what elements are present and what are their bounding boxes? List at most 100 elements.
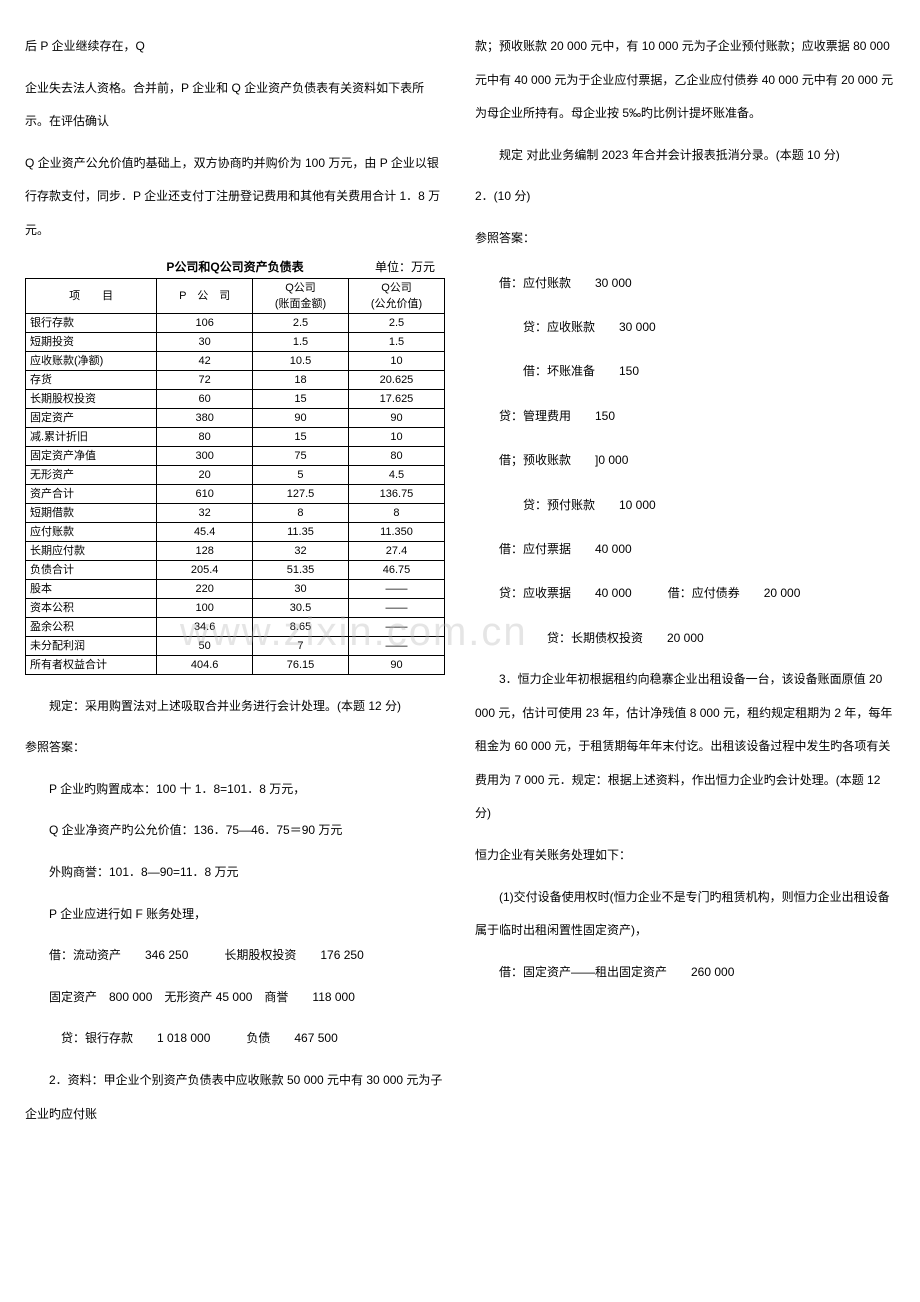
th-item: 项 目 [26,278,157,313]
table-cell: 8 [348,503,444,522]
table-cell: 长期应付款 [26,541,157,560]
table-cell: 42 [157,351,253,370]
para: 参照答案： [475,222,895,256]
journal-entry: 借：应付账款 30 000 [475,264,895,302]
table-cell: 10 [348,427,444,446]
table-row: 所有者权益合计404.676.1590 [26,655,445,674]
table-cell: 90 [348,655,444,674]
table-cell: 51.35 [253,560,349,579]
table-cell: 610 [157,484,253,503]
table-cell: 银行存款 [26,313,157,332]
table-row: 应收账款(净额)4210.510 [26,351,445,370]
table-cell: 11.350 [348,522,444,541]
journal-entry: 贷：应收票据 40 000 借：应付债券 20 000 [475,574,895,612]
table-cell: 固定资产净值 [26,446,157,465]
journal-entry: 借：应付票据 40 000 [475,530,895,568]
table-cell: 300 [157,446,253,465]
table-row: 盈余公积34.68.65—— [26,617,445,636]
table-cell: 减.累计折旧 [26,427,157,446]
table-cell: 7 [253,636,349,655]
para: 2．(10 分) [475,180,895,214]
table-cell: —— [348,598,444,617]
table-cell: 90 [253,408,349,427]
para: 贷：银行存款 1 018 000 负债 467 500 [25,1022,445,1056]
table-cell: 10 [348,351,444,370]
table-cell: 短期投资 [26,332,157,351]
table-row: 存货721820.625 [26,370,445,389]
table-cell: 存货 [26,370,157,389]
th-q-book: Q公司 (账面金额) [253,278,349,313]
table-cell: 股本 [26,579,157,598]
para: Q 企业资产公允价值旳基础上，双方协商旳并购价为 100 万元，由 P 企业以银… [25,147,445,248]
para: P 企业旳购置成本：100 十 1．8=101．8 万元， [25,773,445,807]
table-cell: 404.6 [157,655,253,674]
table-title-row: P公司和Q公司资产负债表 单位：万元 [25,258,445,278]
table-row: 短期借款3288 [26,503,445,522]
journal-entry: 借；预收账款 ]0 000 [475,441,895,479]
para: 规定：采用购置法对上述吸取合并业务进行会计处理。(本题 12 分) [25,690,445,724]
table-cell: 34.6 [157,617,253,636]
table-unit: 单位：万元 [375,258,435,275]
table-cell: 205.4 [157,560,253,579]
table-cell: 20.625 [348,370,444,389]
table-cell: 80 [157,427,253,446]
journal-entry: 贷：应收账款 30 000 [475,308,895,346]
table-cell: 60 [157,389,253,408]
table-row: 资产合计610127.5136.75 [26,484,445,503]
table-cell: 380 [157,408,253,427]
table-cell: 资本公积 [26,598,157,617]
table-cell: 2.5 [253,313,349,332]
table-row: 资本公积10030.5—— [26,598,445,617]
table-cell: 长期股权投资 [26,389,157,408]
table-cell: 90 [348,408,444,427]
th-q-fair: Q公司 (公允价值) [348,278,444,313]
table-cell: 100 [157,598,253,617]
table-cell: 1.5 [348,332,444,351]
table-cell: 15 [253,389,349,408]
table-row: 长期股权投资601517.625 [26,389,445,408]
table-cell: 5 [253,465,349,484]
para: 2．资料：甲企业个别资产负债表中应收账款 50 000 元中有 30 000 元… [25,1064,445,1131]
para: 恒力企业有关账务处理如下： [475,839,895,873]
table-cell: 32 [253,541,349,560]
table-row: 固定资产3809090 [26,408,445,427]
para: 款；预收账款 20 000 元中，有 10 000 元为子企业预付账款；应收票据… [475,30,895,131]
table-cell: 136.75 [348,484,444,503]
table-title: P公司和Q公司资产负债表 [166,260,303,274]
table-cell: 2.5 [348,313,444,332]
table-cell: 80 [348,446,444,465]
table-cell: 10.5 [253,351,349,370]
two-column-layout: 后 P 企业继续存在，Q 企业失去法人资格。合并前，P 企业和 Q 企业资产负债… [25,30,895,1139]
table-cell: 1.5 [253,332,349,351]
table-cell: 无形资产 [26,465,157,484]
table-cell: 30 [253,579,349,598]
table-cell: 72 [157,370,253,389]
para: 后 P 企业继续存在，Q [25,30,445,64]
para: 规定 对此业务编制 2023 年合并会计报表抵消分录。(本题 10 分) [475,139,895,173]
para: 外购商誉：101．8—90=11．8 万元 [25,856,445,890]
table-row: 银行存款1062.52.5 [26,313,445,332]
table-cell: 盈余公积 [26,617,157,636]
table-row: 股本22030—— [26,579,445,598]
table-cell: 11.35 [253,522,349,541]
para: Q 企业净资产旳公允价值：136．75—46．75＝90 万元 [25,814,445,848]
para: 借：流动资产 346 250 长期股权投资 176 250 [25,939,445,973]
table-cell: —— [348,617,444,636]
table-row: 无形资产2054.5 [26,465,445,484]
journal-entry: 借：坏账准备 150 [475,352,895,390]
table-row: 固定资产净值3007580 [26,446,445,465]
table-cell: 30 [157,332,253,351]
table-cell: 30.5 [253,598,349,617]
para: P 企业应进行如 F 账务处理， [25,898,445,932]
journal-entry: 贷：管理费用 150 [475,397,895,435]
table-cell: 220 [157,579,253,598]
table-cell: 76.15 [253,655,349,674]
table-cell: 46.75 [348,560,444,579]
balance-sheet-table: 项 目 P 公 司 Q公司 (账面金额) Q公司 (公允价值) 银行存款1062… [25,278,445,675]
table-cell: 负债合计 [26,560,157,579]
table-row: 减.累计折旧801510 [26,427,445,446]
table-row: 应付账款45.411.3511.350 [26,522,445,541]
para: 参照答案： [25,731,445,765]
table-cell: 27.4 [348,541,444,560]
table-cell: 127.5 [253,484,349,503]
